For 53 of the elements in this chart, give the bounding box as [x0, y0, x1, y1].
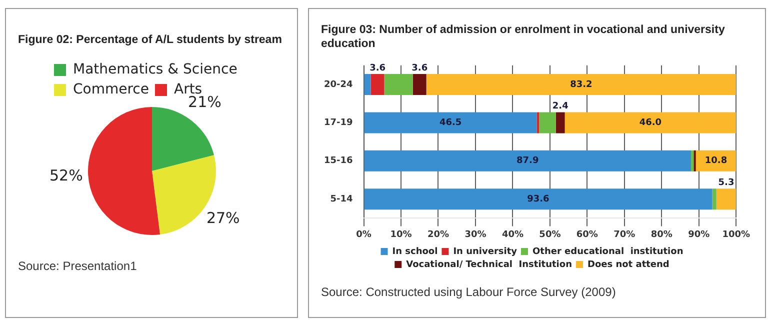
bar	[364, 188, 712, 210]
legend-label: In school	[392, 246, 438, 257]
x-tick-label: 0%	[356, 230, 372, 240]
data-label: 3.6	[370, 63, 386, 74]
x-tick-label: 90%	[688, 230, 710, 240]
data-label: 3.6	[412, 63, 428, 74]
bar	[364, 112, 537, 134]
bar	[364, 74, 371, 96]
data-label: 21%	[188, 92, 222, 111]
y-tick-label: 17-19	[324, 118, 353, 128]
bar	[712, 188, 716, 210]
legend-label: In university	[453, 246, 518, 257]
x-tick-label: 80%	[650, 230, 672, 240]
x-tick-label: 10%	[390, 230, 412, 240]
bar	[564, 112, 736, 134]
bar	[370, 74, 384, 96]
x-tick-label: 50%	[539, 230, 561, 240]
x-tick-label: 40%	[502, 230, 524, 240]
y-tick-label: 15-16	[324, 156, 353, 166]
data-label: 10.8	[704, 156, 728, 166]
source-note: Source: Presentation1	[18, 259, 138, 273]
x-tick-label: 60%	[576, 230, 598, 240]
data-label: 46.0	[639, 118, 662, 128]
data-label: 27%	[206, 209, 240, 228]
data-label: 52%	[50, 166, 83, 184]
legend-label: Other educational institution	[532, 246, 684, 257]
bar	[539, 112, 556, 134]
legend-label: Mathematics & Science	[73, 62, 238, 78]
data-label: 83.2	[570, 80, 592, 90]
chart-title: Figure 02: Percentage of A/L students by stream	[18, 33, 283, 47]
data-label: 5.3	[718, 178, 734, 188]
x-tick-label: 100%	[722, 230, 750, 240]
bar	[384, 74, 413, 96]
x-tick-label: 30%	[464, 230, 486, 240]
bar	[691, 150, 694, 172]
x-tick-label: 20%	[427, 230, 450, 240]
bar	[556, 112, 565, 134]
bar	[426, 74, 736, 96]
data-label: 93.6	[527, 194, 550, 204]
bar	[364, 150, 692, 172]
source-note: Source: Constructed using Labour Force Survey (2009)	[321, 285, 617, 299]
y-tick-label: 20-24	[324, 80, 353, 90]
data-label: 87.9	[516, 156, 539, 166]
data-label: 2.4	[552, 102, 568, 112]
legend-label: Vocational/ Technical Institution	[406, 260, 572, 270]
bar	[716, 188, 736, 210]
y-tick-label: 5-14	[330, 194, 353, 204]
data-label: 46.5	[439, 118, 462, 128]
legend-label: Commerce	[73, 82, 149, 98]
legend-label: Does not attend	[587, 260, 670, 270]
bar	[412, 74, 426, 96]
x-tick-label: 70%	[614, 230, 636, 240]
chart-title: Figure 03: Number of admission or enrolment in vocational and university education	[321, 23, 726, 51]
